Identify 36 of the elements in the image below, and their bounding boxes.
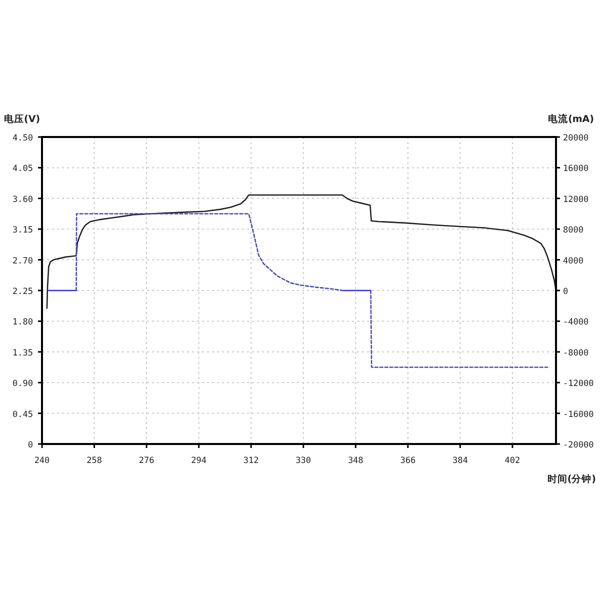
y-tick-label: 0.45 <box>12 410 33 420</box>
y-tick-label: 0.90 <box>12 379 33 390</box>
y-tick-label: 1.35 <box>12 348 33 358</box>
y2-tick-label: 8000 <box>563 226 584 236</box>
y2-tick-label: 16000 <box>563 164 589 174</box>
x-tick-label: 348 <box>348 456 364 466</box>
y2-tick-label: 4000 <box>563 256 584 266</box>
y2-tick-label: 0 <box>563 287 568 297</box>
x-tick-label: 330 <box>296 456 312 466</box>
x-tick-label: 276 <box>138 456 154 466</box>
x-axis-title: 时间(分钟) <box>547 473 596 485</box>
x-tick-label: 240 <box>34 456 50 466</box>
x-tick-label: 294 <box>191 456 206 466</box>
x-tick-label: 366 <box>400 456 416 466</box>
x-tick-label: 258 <box>86 456 102 466</box>
y-tick-label: 3.15 <box>12 226 33 236</box>
line-series <box>46 194 557 309</box>
y-tick-label: 0 <box>28 440 33 450</box>
y-tick-label: 3.60 <box>12 194 33 205</box>
y2-tick-label: -20000 <box>563 440 594 450</box>
x-tick-label: 384 <box>452 456 468 466</box>
y-axis-title: 电压(V) <box>4 113 40 125</box>
y-tick-label: 4.05 <box>12 164 33 174</box>
y2-tick-label: 12000 <box>563 194 589 205</box>
y-tick-label: 2.25 <box>12 287 33 297</box>
x-tick-label: 402 <box>504 456 520 466</box>
y2-tick-label: -8000 <box>563 348 589 358</box>
y2-tick-label: -12000 <box>563 379 594 390</box>
y-tick-label: 2.70 <box>12 256 33 266</box>
y2-tick-label: -4000 <box>563 318 589 328</box>
y2-tick-label: 20000 <box>563 134 589 144</box>
y-tick-label: 4.50 <box>12 134 33 144</box>
x-tick-label: 312 <box>243 456 259 466</box>
y2-tick-label: -16000 <box>563 410 594 420</box>
y-tick-label: 1.80 <box>12 318 33 328</box>
y2-axis-title: 电流(mA) <box>548 113 594 125</box>
